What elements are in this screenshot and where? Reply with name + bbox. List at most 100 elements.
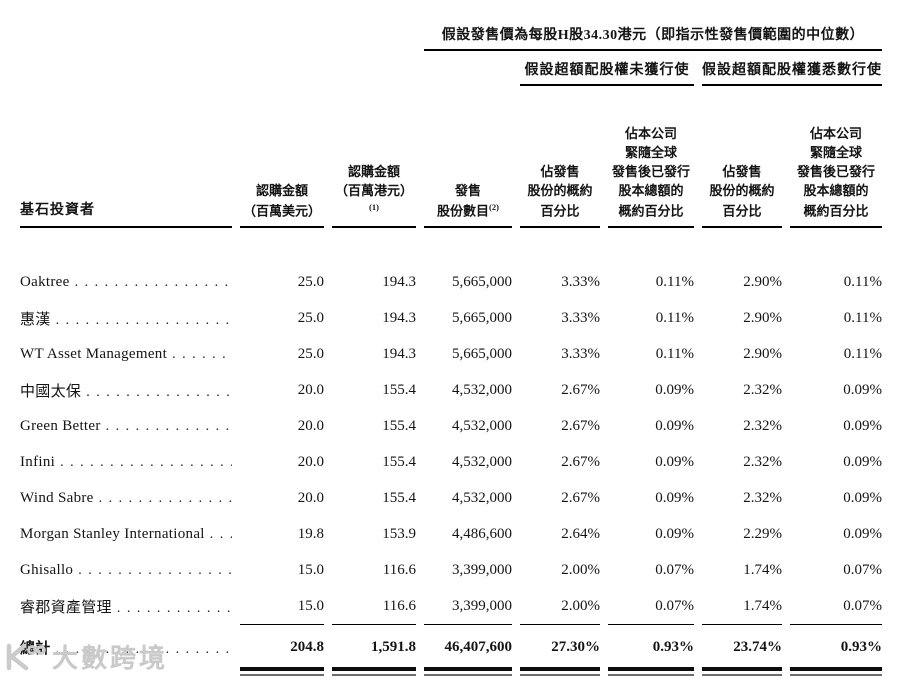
total-subscription-usd: 204.8 xyxy=(290,638,324,655)
investor-row: Ghisallo 15.0 116.6 3,399,000 2.00% 0.07… xyxy=(0,552,900,588)
cell-offer-shares: 5,665,000 xyxy=(452,309,512,326)
total-offer-shares: 46,407,600 xyxy=(444,638,513,655)
total-pct-offer-no-exercise: 27.30% xyxy=(551,638,600,655)
investor-row: 睿郡資產管理 15.0 116.6 3,399,000 2.00% 0.07% … xyxy=(0,588,900,624)
cell-pct-offer-no-exercise: 3.33% xyxy=(561,345,600,362)
header-body-gap xyxy=(0,228,900,264)
total-row: 總計 204.8 1,591.8 46,407,600 27.30% 0.93%… xyxy=(0,625,900,665)
cell-pct-offer-full-exercise: 2.29% xyxy=(743,525,782,542)
cell-subscription-hkd: 116.6 xyxy=(382,561,416,578)
cell-offer-shares: 4,486,600 xyxy=(452,525,512,542)
cell-offer-shares: 4,532,000 xyxy=(452,417,512,434)
separator-line xyxy=(520,624,600,625)
leader-dots xyxy=(56,311,232,329)
investor-name: WT Asset Management xyxy=(20,346,168,362)
investor-row: 惠漢 25.0 194.3 5,665,000 3.33% 0.11% 2.90… xyxy=(0,300,900,336)
cell-pct-offer-no-exercise: 2.67% xyxy=(561,489,600,506)
cell-subscription-usd: 25.0 xyxy=(297,345,324,362)
investor-name-cell: 睿郡資產管理 xyxy=(20,596,232,617)
investor-name-cell: Infini xyxy=(20,453,232,471)
column-header-text: 佔本公司 緊隨全球 發售後已發行 股本總額的 概約百分比 xyxy=(611,126,690,219)
column-header-subscription-usd: 認購金額 （百萬美元） xyxy=(240,182,324,228)
double-rule xyxy=(608,667,694,679)
total-double-rule-row xyxy=(0,667,900,679)
leader-dots xyxy=(99,489,232,507)
cell-subscription-hkd: 194.3 xyxy=(382,309,416,326)
prospectus-table: 假設發售價為每股H股34.30港元（即指示性發售價範圍的中位數） 假設超額配股權… xyxy=(0,8,900,679)
double-rule-gap xyxy=(20,667,232,679)
cell-subscription-hkd: 116.6 xyxy=(382,597,416,614)
cell-pct-capital-no-exercise: 0.11% xyxy=(655,273,694,290)
cell-subscription-hkd: 155.4 xyxy=(382,381,416,398)
column-header-row: 基石投資者 認購金額 （百萬美元） 認購金額 （百萬港元） (1) 發售 股份數目… xyxy=(0,100,900,228)
separator-line xyxy=(790,624,882,625)
cell-subscription-usd: 15.0 xyxy=(297,597,324,614)
cell-subscription-usd: 15.0 xyxy=(297,561,324,578)
cell-pct-capital-full-exercise: 0.11% xyxy=(843,309,882,326)
cell-pct-capital-no-exercise: 0.09% xyxy=(655,381,694,398)
separator-line xyxy=(424,624,512,625)
footnote-marker: (2) xyxy=(489,201,499,212)
cell-pct-offer-full-exercise: 2.32% xyxy=(743,417,782,434)
cell-offer-shares: 3,399,000 xyxy=(452,561,512,578)
leader-dots xyxy=(106,417,232,435)
separator-line xyxy=(702,624,782,625)
cell-pct-offer-full-exercise: 1.74% xyxy=(743,561,782,578)
total-pct-capital-full-exercise: 0.93% xyxy=(840,638,882,655)
cell-pct-offer-no-exercise: 2.67% xyxy=(561,417,600,434)
cell-pct-capital-no-exercise: 0.07% xyxy=(655,597,694,614)
cell-offer-shares: 4,532,000 xyxy=(452,453,512,470)
separator-gap xyxy=(20,624,232,625)
cell-offer-shares: 5,665,000 xyxy=(452,273,512,290)
cell-pct-capital-full-exercise: 0.09% xyxy=(843,381,882,398)
cell-subscription-usd: 20.0 xyxy=(297,417,324,434)
double-rule xyxy=(790,667,882,679)
cell-pct-offer-no-exercise: 3.33% xyxy=(561,309,600,326)
cell-subscription-usd: 25.0 xyxy=(297,273,324,290)
separator-line xyxy=(608,624,694,625)
investor-row: 中國太保 20.0 155.4 4,532,000 2.67% 0.09% 2.… xyxy=(0,372,900,408)
cell-pct-capital-full-exercise: 0.09% xyxy=(843,525,882,542)
cell-subscription-hkd: 155.4 xyxy=(382,453,416,470)
column-header-pct-capital-no-exercise: 佔本公司 緊隨全球 發售後已發行 股本總額的 概約百分比 xyxy=(608,125,694,228)
group-header-no-exercise: 假設超額配股權未獲行使 xyxy=(520,59,694,86)
investor-name-cell: 惠漢 xyxy=(20,308,232,329)
cell-pct-capital-full-exercise: 0.09% xyxy=(843,489,882,506)
cell-pct-capital-full-exercise: 0.11% xyxy=(843,273,882,290)
investor-row: Wind Sabre 20.0 155.4 4,532,000 2.67% 0.… xyxy=(0,480,900,516)
investor-name: 惠漢 xyxy=(20,311,51,328)
investor-row: WT Asset Management 25.0 194.3 5,665,000… xyxy=(0,336,900,372)
cell-pct-capital-no-exercise: 0.11% xyxy=(655,345,694,362)
cell-pct-offer-no-exercise: 2.64% xyxy=(561,525,600,542)
cell-subscription-hkd: 153.9 xyxy=(382,525,416,542)
investor-row: Green Better 20.0 155.4 4,532,000 2.67% … xyxy=(0,408,900,444)
total-pct-offer-full-exercise: 23.74% xyxy=(733,638,782,655)
cell-pct-offer-full-exercise: 2.90% xyxy=(743,309,782,326)
cell-offer-shares: 4,532,000 xyxy=(452,381,512,398)
cell-subscription-usd: 20.0 xyxy=(297,489,324,506)
leader-dots xyxy=(75,273,232,291)
cell-pct-capital-no-exercise: 0.11% xyxy=(655,309,694,326)
investor-name: Green Better xyxy=(20,418,101,434)
investor-name: Infini xyxy=(20,454,56,470)
investor-name-cell: Morgan Stanley International xyxy=(20,525,232,543)
cell-pct-capital-no-exercise: 0.09% xyxy=(655,489,694,506)
double-rule xyxy=(520,667,600,679)
separator-line xyxy=(240,624,324,625)
investor-row: Oaktree 25.0 194.3 5,665,000 3.33% 0.11%… xyxy=(0,264,900,300)
cell-pct-offer-no-exercise: 2.00% xyxy=(561,597,600,614)
column-header-text: 佔發售 股份的概約 百分比 xyxy=(527,164,593,219)
double-rule xyxy=(240,667,324,679)
separator-line xyxy=(332,624,416,625)
investor-name: 睿郡資產管理 xyxy=(20,599,112,616)
total-label: 總計 xyxy=(20,640,51,657)
cell-pct-capital-full-exercise: 0.07% xyxy=(843,561,882,578)
double-rule xyxy=(424,667,512,679)
investor-name: Morgan Stanley International xyxy=(20,526,205,542)
leader-dots xyxy=(56,640,232,658)
cell-subscription-hkd: 155.4 xyxy=(382,489,416,506)
investor-name: 中國太保 xyxy=(20,383,82,400)
column-header-text: 認購金額 （百萬美元） xyxy=(242,182,321,219)
investor-name: Ghisallo xyxy=(20,562,74,578)
cell-pct-offer-full-exercise: 2.32% xyxy=(743,453,782,470)
